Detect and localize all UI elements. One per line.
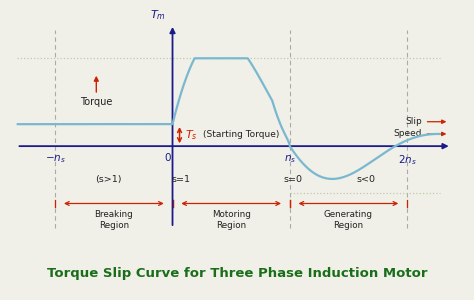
Text: $T_m$: $T_m$ (150, 8, 165, 22)
Text: $T_s$: $T_s$ (185, 128, 198, 142)
Text: Breaking
Region: Breaking Region (94, 210, 133, 230)
Text: (Starting Torque): (Starting Torque) (203, 130, 279, 139)
Text: $2n_s$: $2n_s$ (398, 153, 417, 166)
Text: (s>1): (s>1) (95, 176, 121, 184)
Text: Torque: Torque (80, 97, 112, 107)
Text: $n_s$: $n_s$ (283, 153, 296, 165)
Text: Generating
Region: Generating Region (324, 210, 373, 230)
Text: s=0: s=0 (284, 176, 303, 184)
Text: Slip: Slip (406, 117, 422, 126)
Text: $-n_s$: $-n_s$ (45, 153, 66, 165)
Text: Motoring
Region: Motoring Region (212, 210, 251, 230)
Text: s<0: s<0 (356, 176, 375, 184)
Text: Speed: Speed (394, 129, 422, 138)
Text: 0: 0 (164, 153, 171, 163)
Text: Torque Slip Curve for Three Phase Induction Motor: Torque Slip Curve for Three Phase Induct… (47, 266, 427, 280)
Text: s=1: s=1 (171, 176, 190, 184)
